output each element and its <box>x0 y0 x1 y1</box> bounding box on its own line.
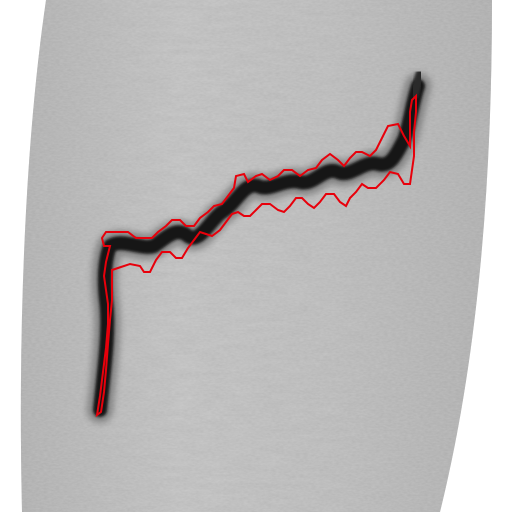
red-contour <box>95 93 417 418</box>
structure-tip <box>409 69 425 101</box>
